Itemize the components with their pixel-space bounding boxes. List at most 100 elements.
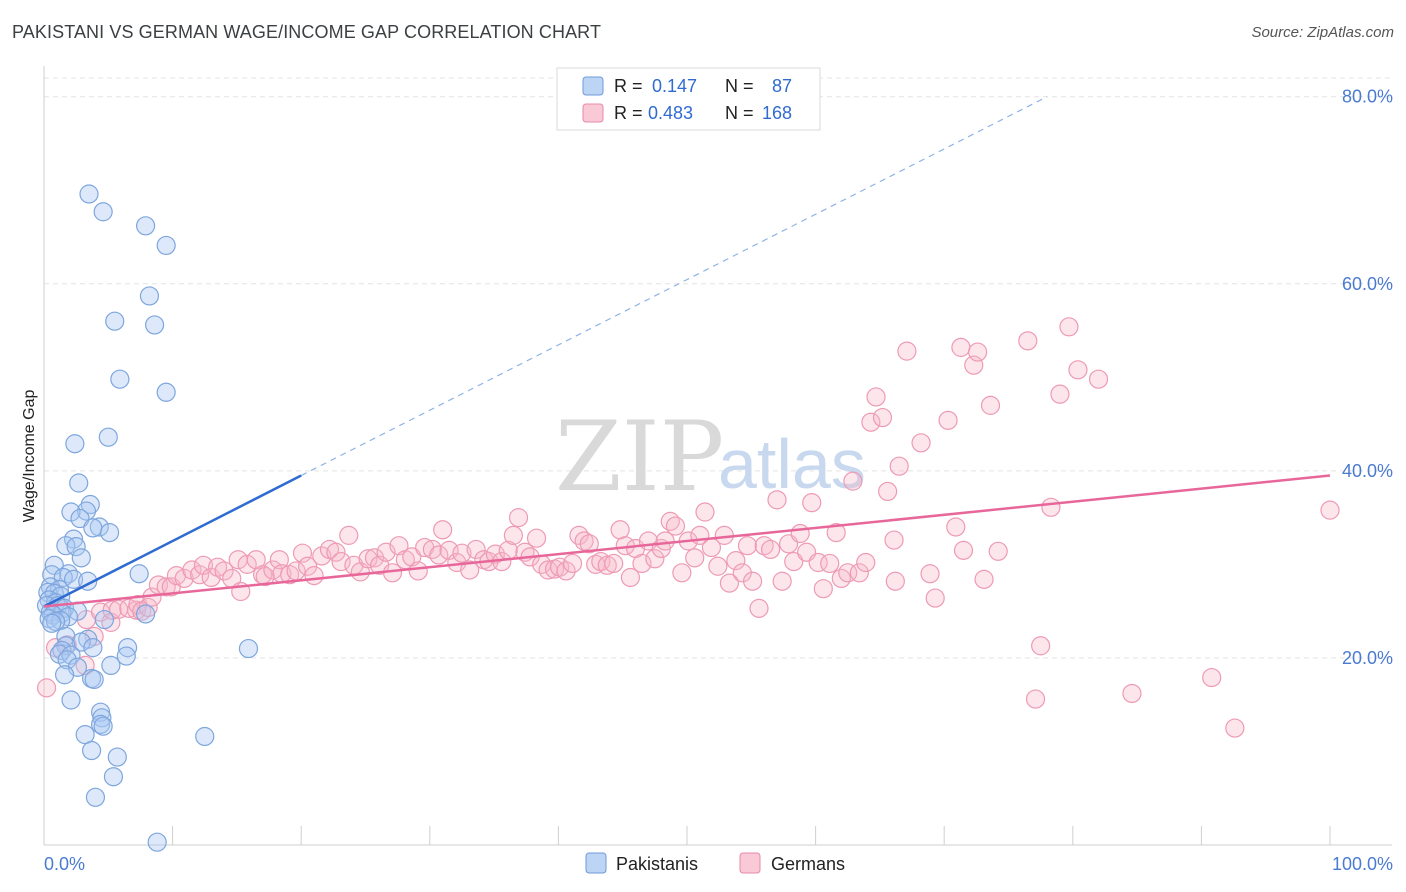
data-point-pakistanis bbox=[98, 427, 118, 447]
data-point-pakistanis bbox=[79, 184, 99, 204]
data-point-germans bbox=[402, 547, 422, 567]
data-point-pakistanis bbox=[135, 604, 156, 624]
legend-label-pakistanis: Pakistanis bbox=[616, 854, 698, 874]
data-point-pakistanis bbox=[93, 716, 113, 736]
data-point-germans bbox=[562, 553, 583, 574]
data-point-pakistanis bbox=[99, 522, 120, 543]
data-point-germans bbox=[911, 433, 931, 453]
data-point-germans bbox=[813, 579, 833, 599]
data-point-pakistanis bbox=[42, 613, 62, 633]
data-point-pakistanis bbox=[56, 536, 76, 556]
legend-n-label: N = bbox=[725, 103, 754, 123]
data-point-pakistanis bbox=[105, 311, 125, 331]
legend-r-value: 0.147 bbox=[652, 76, 697, 96]
data-point-germans bbox=[946, 517, 966, 537]
legend-r-label: R = bbox=[614, 103, 643, 123]
legend-r-label: R = bbox=[614, 76, 643, 96]
data-point-pakistanis bbox=[89, 517, 109, 537]
data-point-germans bbox=[1320, 500, 1340, 520]
data-point-germans bbox=[742, 571, 763, 591]
data-point-germans bbox=[951, 337, 971, 357]
legend-n-value: 168 bbox=[762, 103, 792, 123]
legend-bottom: Pakistanis Germans bbox=[585, 852, 845, 874]
data-point-germans bbox=[597, 555, 617, 575]
trend-line-pakistanis bbox=[43, 474, 302, 608]
data-point-germans bbox=[685, 548, 705, 568]
data-point-pakistanis bbox=[61, 690, 81, 710]
x-tick-labels: 0.0% 100.0% bbox=[44, 854, 1393, 874]
data-point-germans bbox=[938, 410, 958, 430]
data-point-germans bbox=[1041, 497, 1061, 517]
data-point-pakistanis bbox=[85, 787, 106, 807]
data-point-germans bbox=[326, 542, 346, 562]
data-point-germans bbox=[604, 553, 624, 574]
data-point-germans bbox=[556, 561, 576, 581]
data-point-pakistanis bbox=[156, 235, 176, 256]
data-point-pakistanis bbox=[58, 564, 79, 584]
watermark: ZIP atlas bbox=[555, 401, 866, 513]
data-point-germans bbox=[466, 539, 486, 560]
data-point-pakistanis bbox=[101, 655, 121, 676]
data-point-germans bbox=[820, 553, 840, 574]
data-point-pakistanis bbox=[70, 508, 90, 529]
data-point-germans bbox=[304, 566, 324, 586]
data-point-germans bbox=[574, 531, 594, 551]
data-point-germans bbox=[645, 549, 665, 569]
data-point-germans bbox=[269, 550, 289, 570]
data-point-germans bbox=[968, 342, 988, 362]
data-point-pakistanis bbox=[76, 501, 97, 521]
data-point-germans bbox=[1122, 683, 1142, 704]
data-point-germans bbox=[1050, 384, 1070, 404]
data-point-germans bbox=[872, 407, 893, 428]
data-point-pakistanis bbox=[238, 638, 259, 659]
data-point-germans bbox=[1225, 718, 1245, 738]
data-point-germans bbox=[358, 549, 378, 569]
trend-lines bbox=[43, 96, 1331, 608]
data-point-pakistanis bbox=[110, 369, 130, 389]
data-point-germans bbox=[988, 541, 1008, 561]
data-point-germans bbox=[237, 554, 257, 574]
data-point-germans bbox=[826, 522, 846, 543]
data-point-germans bbox=[767, 490, 787, 510]
data-point-pakistanis bbox=[54, 665, 75, 685]
legend-top: R = 0.147 N = 87 R = 0.483 N = 168 bbox=[556, 67, 821, 131]
data-point-germans bbox=[772, 571, 792, 591]
data-point-germans bbox=[339, 525, 359, 545]
data-point-germans bbox=[760, 539, 781, 560]
data-point-germans bbox=[790, 523, 810, 544]
data-point-germans bbox=[632, 553, 652, 574]
legend-swatch-pakistanis bbox=[585, 852, 607, 874]
watermark-zip: ZIP bbox=[555, 401, 724, 513]
data-point-pakistanis bbox=[83, 518, 103, 538]
data-point-germans bbox=[579, 534, 599, 554]
legend-r-value: 0.483 bbox=[648, 103, 693, 123]
data-point-pakistanis bbox=[103, 767, 124, 787]
data-point-pakistanis bbox=[63, 569, 84, 589]
watermark-atlas: atlas bbox=[718, 425, 866, 503]
legend-label-germans: Germans bbox=[771, 854, 845, 874]
data-point-germans bbox=[452, 543, 472, 563]
data-point-germans bbox=[190, 565, 210, 585]
data-point-germans bbox=[1059, 317, 1079, 337]
data-point-pakistanis bbox=[135, 216, 156, 236]
data-point-germans bbox=[897, 341, 917, 361]
data-point-pakistanis bbox=[71, 632, 91, 652]
data-point-germans bbox=[920, 564, 940, 584]
data-point-germans bbox=[889, 456, 909, 476]
data-point-germans bbox=[861, 412, 881, 432]
trend-line-germans bbox=[43, 474, 1331, 608]
data-point-germans bbox=[884, 530, 904, 550]
series-pakistanis bbox=[36, 184, 259, 852]
y-tick-label: 60.0% bbox=[1342, 274, 1393, 294]
data-point-germans bbox=[429, 545, 449, 565]
data-point-germans bbox=[1031, 636, 1051, 656]
data-point-germans bbox=[925, 588, 945, 608]
data-point-germans bbox=[737, 536, 758, 556]
data-point-germans bbox=[408, 561, 428, 581]
data-point-germans bbox=[389, 536, 409, 556]
axes bbox=[43, 66, 1392, 846]
legend-swatch-germans bbox=[739, 852, 761, 874]
data-point-pakistanis bbox=[147, 832, 167, 852]
data-point-pakistanis bbox=[139, 286, 160, 306]
data-point-germans bbox=[36, 678, 57, 698]
